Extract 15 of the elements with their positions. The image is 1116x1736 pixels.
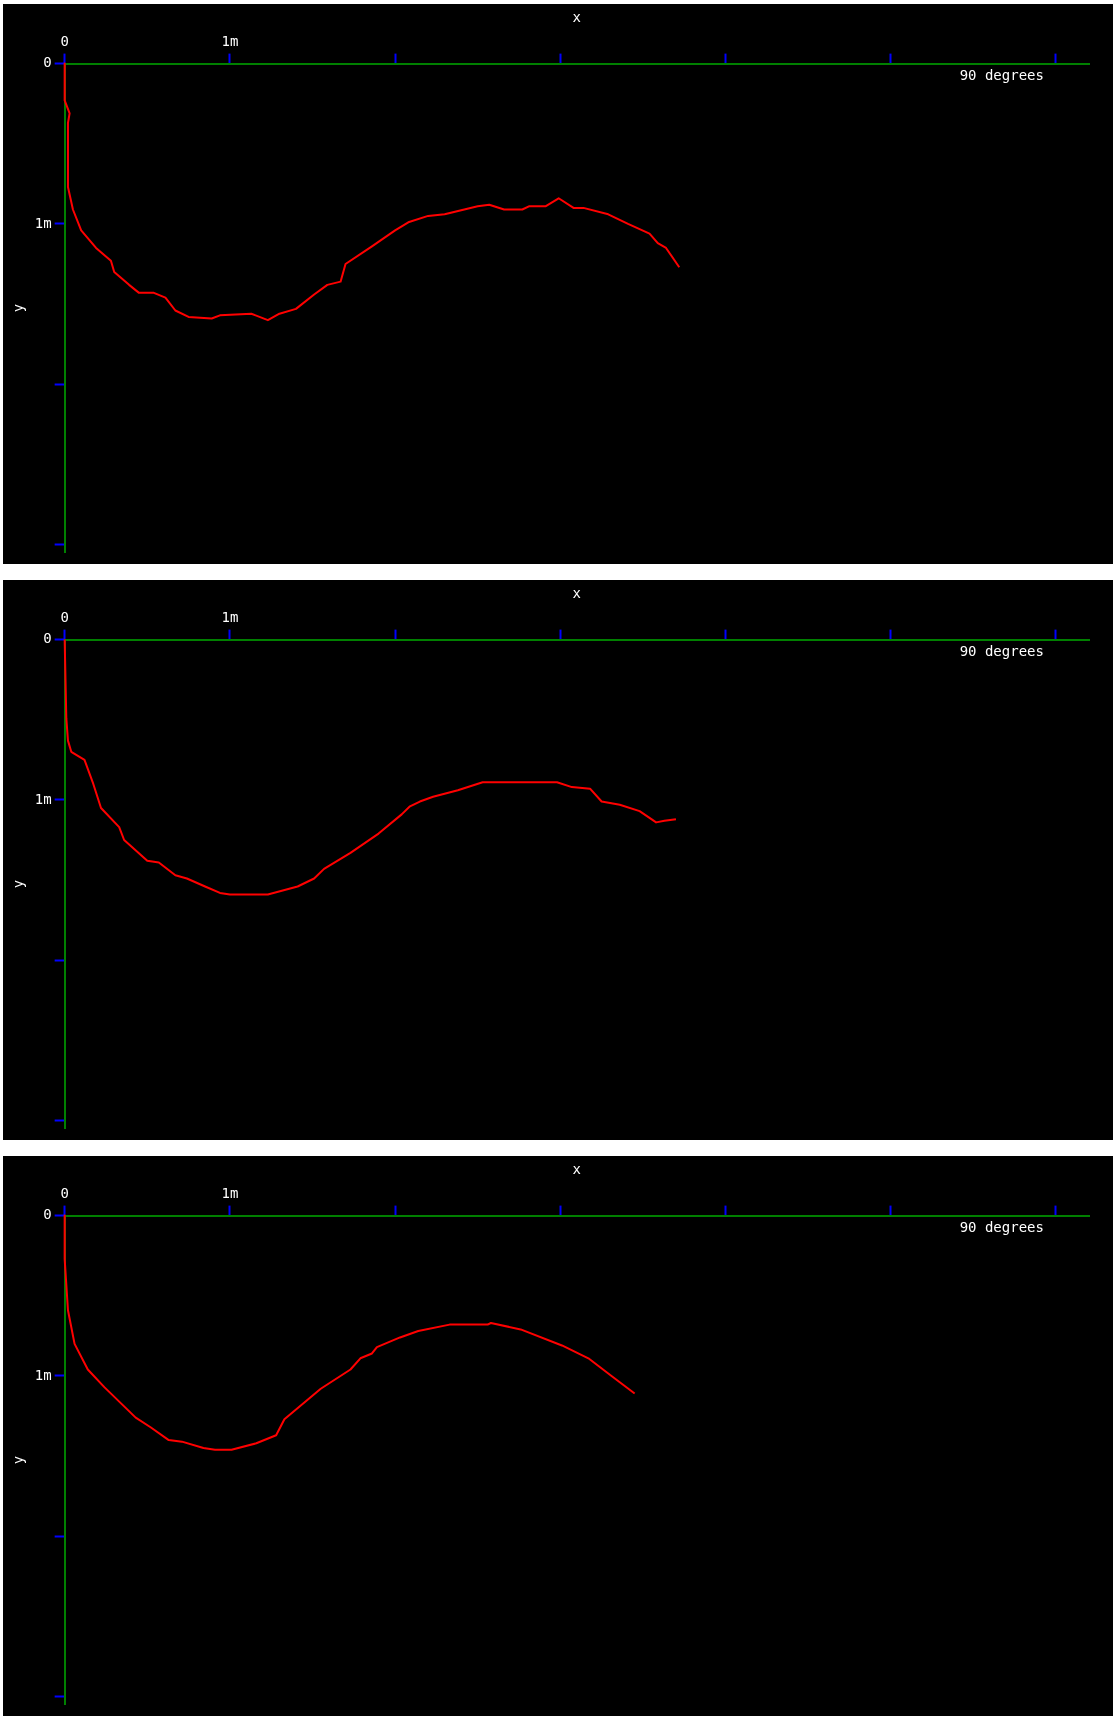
y-tick-label: 1m bbox=[34, 790, 52, 807]
y-tick-label: 0 bbox=[43, 630, 52, 647]
annotation: 90 degrees bbox=[959, 67, 1044, 84]
x-axis-title: x bbox=[572, 585, 582, 602]
x-axis-title: x bbox=[572, 9, 582, 26]
y-tick-label: 1m bbox=[34, 214, 52, 231]
annotation: 90 degrees bbox=[959, 643, 1044, 660]
x-axis-title: x bbox=[572, 1161, 582, 1178]
y-axis-title: y bbox=[10, 303, 27, 313]
annotation: 90 degrees bbox=[959, 1219, 1044, 1236]
y-tick-label: 1m bbox=[34, 1366, 52, 1383]
y-axis-title: y bbox=[10, 879, 27, 889]
y-tick-label: 0 bbox=[43, 54, 52, 71]
y-tick-label: 0 bbox=[43, 1206, 52, 1223]
y-axis-title: y bbox=[10, 1455, 27, 1465]
